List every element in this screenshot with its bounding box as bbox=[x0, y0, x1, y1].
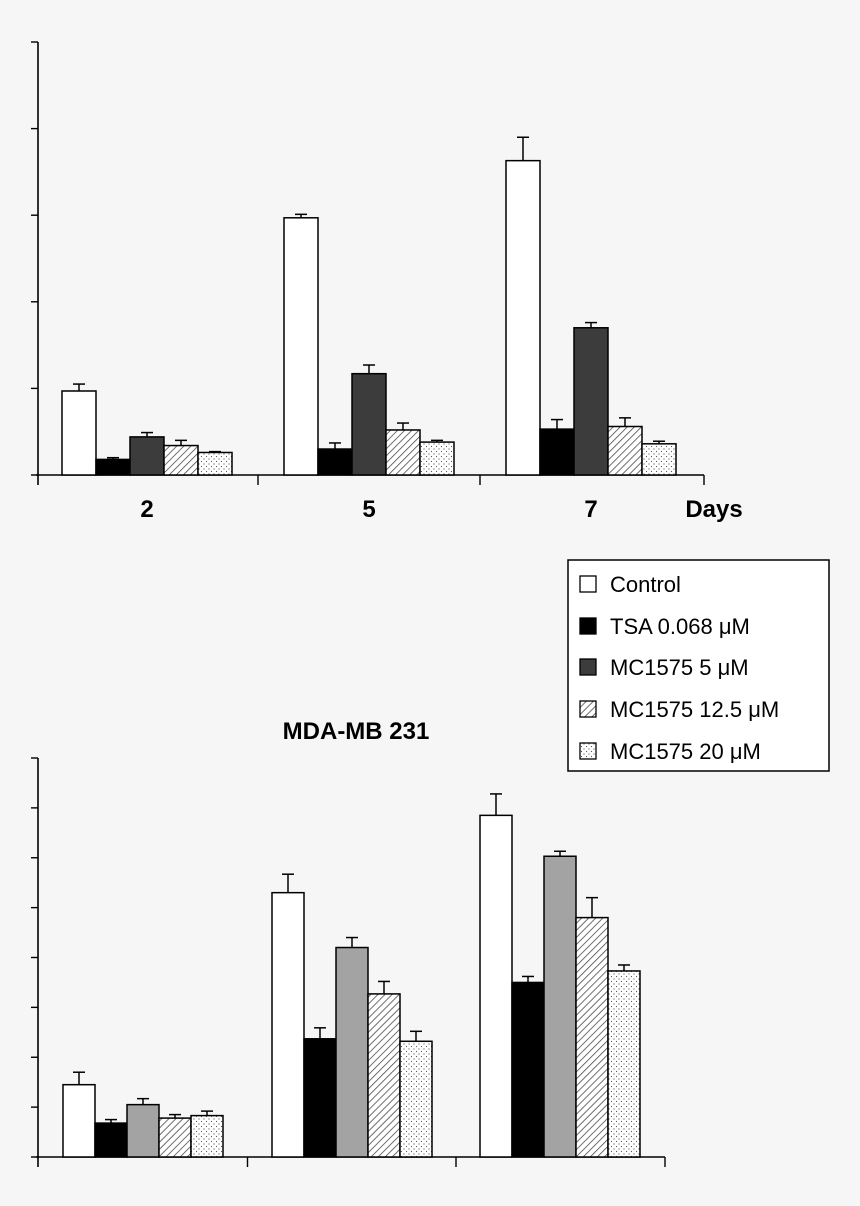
x-axis-label: Days bbox=[685, 496, 742, 523]
error-bar bbox=[141, 431, 153, 437]
legend-swatch-mc12-5 bbox=[579, 700, 597, 718]
legend-label: MC1575 12.5 μM bbox=[610, 697, 779, 722]
bar bbox=[335, 946, 369, 1158]
legend-entry-tsa: TSA 0.068 μM bbox=[579, 614, 750, 639]
bar bbox=[351, 372, 387, 476]
error-bar bbox=[586, 896, 598, 918]
bar bbox=[511, 981, 545, 1158]
bar bbox=[317, 448, 353, 476]
bar bbox=[539, 428, 575, 476]
error-bar bbox=[175, 439, 187, 446]
error-bar bbox=[73, 383, 85, 391]
chart-title: MDA-MB 231 bbox=[283, 718, 430, 745]
bar bbox=[607, 970, 641, 1158]
error-bar bbox=[346, 936, 358, 948]
error-bar bbox=[378, 980, 390, 994]
bar bbox=[61, 390, 97, 476]
bar bbox=[367, 993, 401, 1158]
bar bbox=[385, 429, 421, 476]
error-bar bbox=[585, 321, 597, 328]
legend-swatch-mc5 bbox=[579, 658, 597, 676]
legend-label: Control bbox=[610, 572, 681, 597]
error-bar bbox=[618, 964, 630, 971]
bar bbox=[94, 1122, 128, 1158]
bar bbox=[479, 814, 513, 1158]
error-bar bbox=[282, 873, 294, 893]
legend-label: TSA 0.068 μM bbox=[610, 614, 750, 639]
bar bbox=[62, 1083, 96, 1158]
legend-entry-control: Control bbox=[579, 572, 681, 597]
bar bbox=[271, 891, 305, 1158]
legend-swatch-mc20 bbox=[579, 742, 597, 760]
x-tick-label: 5 bbox=[362, 496, 375, 523]
legend-swatch-control bbox=[579, 575, 597, 593]
x-tick-label: 7 bbox=[584, 496, 597, 523]
error-bar bbox=[397, 422, 409, 430]
x-tick-label: 2 bbox=[140, 496, 153, 523]
error-bar bbox=[619, 417, 631, 427]
legend-label: MC1575 20 μM bbox=[610, 739, 761, 764]
bar bbox=[419, 441, 455, 476]
error-bar bbox=[431, 439, 443, 443]
bar bbox=[129, 436, 165, 476]
error-bar bbox=[410, 1030, 422, 1042]
error-bar bbox=[105, 1118, 117, 1124]
legend-entry-mc12-5: MC1575 12.5 μM bbox=[579, 697, 779, 722]
error-bar bbox=[73, 1071, 85, 1085]
error-bar bbox=[201, 1110, 213, 1116]
error-bar bbox=[107, 456, 119, 460]
error-bar bbox=[169, 1113, 181, 1119]
bar bbox=[399, 1040, 433, 1158]
error-bar bbox=[517, 136, 529, 161]
error-bar bbox=[209, 450, 221, 453]
bar bbox=[607, 425, 643, 476]
bar bbox=[158, 1117, 192, 1158]
legend-label: MC1575 5 μM bbox=[610, 655, 749, 680]
bar bbox=[95, 458, 131, 476]
bar bbox=[190, 1114, 224, 1158]
legend-entry-mc20: MC1575 20 μM bbox=[579, 739, 761, 764]
bar bbox=[126, 1103, 160, 1158]
top-chart: 2 5 7 Days bbox=[31, 41, 743, 523]
error-bar bbox=[363, 364, 375, 374]
bar bbox=[575, 916, 609, 1158]
bar bbox=[641, 443, 677, 476]
error-bar bbox=[551, 418, 563, 430]
bar bbox=[163, 444, 199, 476]
legend: Control TSA 0.068 μM MC1575 5 μM MC1575 … bbox=[567, 559, 830, 772]
error-bar bbox=[554, 850, 566, 857]
bar bbox=[303, 1038, 337, 1158]
error-bar bbox=[522, 975, 534, 983]
error-bar bbox=[295, 213, 307, 218]
error-bar bbox=[314, 1027, 326, 1039]
error-bar bbox=[329, 442, 341, 450]
error-bar bbox=[490, 793, 502, 816]
bar bbox=[283, 217, 319, 476]
bar bbox=[543, 855, 577, 1158]
legend-entry-mc5: MC1575 5 μM bbox=[579, 655, 749, 680]
legend-swatch-tsa bbox=[579, 617, 597, 635]
bar bbox=[573, 327, 609, 476]
legend-box bbox=[567, 559, 830, 772]
error-bar bbox=[653, 440, 665, 444]
bar bbox=[197, 451, 233, 476]
bottom-chart: MDA-MB 231 bbox=[31, 718, 666, 1167]
bar bbox=[505, 159, 541, 476]
error-bar bbox=[137, 1097, 149, 1105]
